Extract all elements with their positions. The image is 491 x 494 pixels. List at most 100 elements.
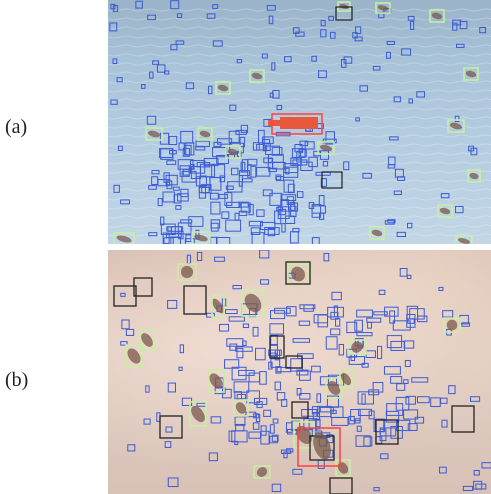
detection-box-small bbox=[210, 416, 222, 424]
detection-box-small bbox=[164, 441, 172, 448]
detection-box-black bbox=[285, 261, 311, 285]
detection-box-small bbox=[407, 15, 415, 21]
detection-box-black bbox=[321, 171, 343, 189]
detection-box-small bbox=[270, 310, 286, 320]
detection-box-small bbox=[209, 192, 219, 200]
detection-box-small bbox=[461, 322, 471, 327]
detection-box-small bbox=[363, 436, 373, 447]
detection-box-small bbox=[225, 309, 238, 315]
detection-box-small bbox=[376, 345, 383, 360]
fish-shape bbox=[340, 372, 352, 386]
detection-box-green bbox=[339, 369, 353, 389]
detection-box-small bbox=[281, 223, 286, 233]
detection-box-small bbox=[182, 147, 191, 157]
detection-box-small bbox=[330, 328, 341, 336]
detection-box-small bbox=[355, 26, 362, 34]
detection-box-small bbox=[224, 192, 233, 207]
detection-box-black bbox=[183, 285, 207, 315]
detection-box-small bbox=[148, 185, 157, 190]
detection-box-small bbox=[430, 397, 441, 408]
detection-box-small bbox=[311, 205, 326, 214]
detection-box-small bbox=[396, 383, 406, 391]
fish-shape bbox=[371, 229, 383, 237]
detection-box-green bbox=[113, 232, 135, 244]
detection-box-green bbox=[347, 339, 367, 355]
detection-box-small bbox=[328, 15, 334, 21]
detection-box-small bbox=[185, 82, 195, 90]
detection-box-small bbox=[354, 418, 361, 424]
detection-box-black bbox=[451, 405, 475, 433]
detection-box-green bbox=[177, 263, 197, 281]
detection-box-small bbox=[198, 185, 206, 199]
fish-shape bbox=[116, 235, 132, 243]
detection-box-small bbox=[251, 232, 265, 244]
detection-box-small bbox=[231, 167, 239, 176]
detection-box-small bbox=[311, 237, 320, 244]
detection-box-green bbox=[191, 231, 211, 244]
detection-box-small bbox=[389, 310, 396, 324]
sand-ripple bbox=[108, 71, 491, 75]
detection-box-small bbox=[207, 85, 213, 95]
detection-box-small bbox=[274, 381, 281, 391]
detection-box-small bbox=[185, 142, 195, 156]
detection-box-small bbox=[388, 156, 396, 166]
detection-box-small bbox=[387, 164, 396, 169]
detection-box-small bbox=[269, 424, 275, 434]
detection-box-small bbox=[179, 344, 185, 354]
detection-box-small bbox=[406, 274, 412, 280]
detection-box-green bbox=[467, 169, 481, 183]
detection-box-small bbox=[325, 131, 335, 145]
detection-box-small bbox=[157, 198, 163, 207]
detection-box-small bbox=[166, 232, 182, 239]
detection-box-small bbox=[470, 396, 481, 402]
detection-box-small bbox=[439, 466, 447, 474]
detection-box-small bbox=[242, 323, 249, 329]
detection-box-small bbox=[250, 227, 261, 236]
detection-box-small bbox=[163, 237, 174, 244]
detection-box-small bbox=[269, 323, 285, 335]
detection-box-small bbox=[386, 40, 395, 46]
detection-box-green bbox=[429, 9, 445, 23]
detection-box-small bbox=[311, 365, 321, 373]
sand-ripple bbox=[108, 179, 491, 183]
detection-box-small bbox=[380, 453, 389, 460]
detection-box-small bbox=[462, 485, 474, 492]
detection-box-small bbox=[358, 408, 373, 417]
detection-box-small bbox=[295, 31, 305, 37]
fish-shape bbox=[180, 265, 194, 279]
detection-box-small bbox=[259, 250, 270, 259]
detection-box-small bbox=[256, 166, 271, 177]
fish-shape bbox=[256, 467, 268, 477]
detection-box-green bbox=[125, 344, 143, 368]
sand-ripple bbox=[108, 107, 491, 111]
detection-box-small bbox=[404, 359, 411, 367]
detection-box-small bbox=[257, 129, 265, 144]
detection-box-small bbox=[440, 397, 448, 404]
detection-box-small bbox=[231, 366, 247, 381]
detection-box-small bbox=[271, 62, 276, 71]
detection-box-small bbox=[387, 219, 396, 224]
detection-box-small bbox=[270, 358, 281, 368]
detection-box-small bbox=[407, 423, 418, 431]
detection-box-small bbox=[236, 59, 243, 64]
detection-box-small bbox=[109, 22, 118, 32]
detection-box-small bbox=[260, 279, 270, 285]
sand-ripple bbox=[108, 80, 491, 84]
sand-ripple bbox=[108, 206, 491, 210]
fish-shape bbox=[296, 425, 312, 445]
detection-box-small bbox=[296, 191, 304, 198]
detection-box-small bbox=[386, 403, 404, 416]
detection-box-small bbox=[410, 21, 415, 30]
detection-box-small bbox=[239, 136, 246, 148]
detection-box-small bbox=[210, 201, 221, 215]
sand-ripple bbox=[108, 224, 491, 228]
sand-ripple bbox=[108, 17, 491, 21]
detection-box-small bbox=[206, 13, 216, 19]
detection-box-small bbox=[263, 409, 272, 417]
detection-box-small bbox=[298, 149, 307, 158]
detection-box-small bbox=[291, 420, 301, 431]
detection-box-black bbox=[375, 419, 399, 445]
detection-box-small bbox=[167, 300, 178, 309]
sand-ripple bbox=[108, 152, 491, 156]
fish-shape bbox=[320, 144, 332, 152]
